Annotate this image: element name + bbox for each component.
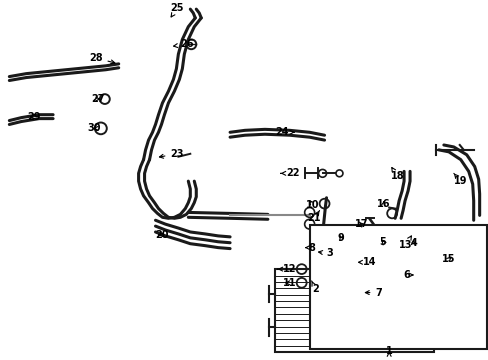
Text: 26: 26 (173, 39, 193, 49)
Text: 16: 16 (376, 199, 389, 210)
Text: 18: 18 (389, 167, 403, 181)
Text: 10: 10 (305, 199, 319, 210)
Text: 3: 3 (318, 248, 333, 258)
Bar (274, 269, 433, 352)
Text: 19: 19 (453, 174, 467, 186)
Text: 25: 25 (170, 3, 183, 17)
Text: 27: 27 (91, 94, 104, 104)
Text: 2: 2 (311, 281, 318, 294)
Text: 12: 12 (277, 264, 296, 274)
Text: 30: 30 (87, 123, 101, 133)
Text: 7: 7 (365, 288, 382, 298)
Text: 9: 9 (337, 233, 344, 243)
Text: 22: 22 (280, 168, 299, 178)
Text: 4: 4 (409, 238, 416, 248)
Text: 23: 23 (159, 149, 183, 159)
Text: 24: 24 (274, 127, 293, 137)
Text: 20: 20 (155, 230, 168, 240)
Text: 5: 5 (379, 237, 386, 247)
Text: 15: 15 (441, 255, 454, 264)
Text: 1: 1 (385, 346, 392, 356)
Text: 8: 8 (305, 243, 315, 253)
Text: 28: 28 (89, 53, 115, 64)
Bar (309, 225, 486, 349)
Text: 6: 6 (402, 270, 412, 280)
Text: 14: 14 (358, 257, 375, 267)
Text: 13: 13 (398, 236, 412, 250)
Text: 17: 17 (354, 219, 367, 229)
Text: 11: 11 (283, 278, 296, 288)
Text: 29: 29 (28, 112, 41, 122)
Text: 21: 21 (307, 211, 321, 223)
